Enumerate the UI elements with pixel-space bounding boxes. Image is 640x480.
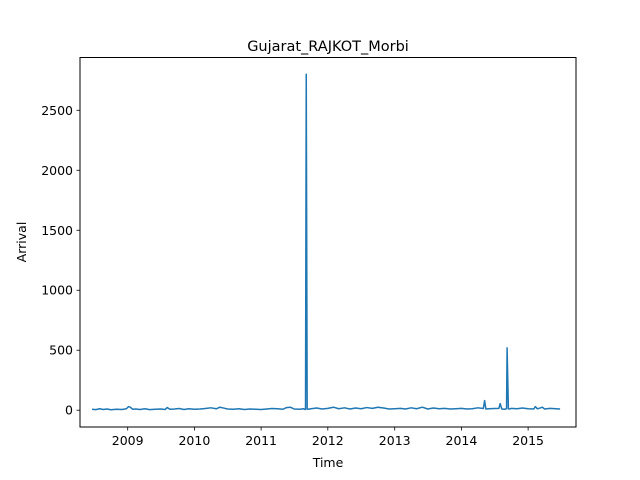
x-axis-label: Time [312, 455, 344, 470]
plot-frame [79, 57, 577, 428]
chart-title: Gujarat_RAJKOT_Morbi [247, 39, 409, 55]
y-tick-label: 2500 [41, 103, 73, 118]
x-tick-label: 2014 [446, 433, 478, 448]
x-tick-label: 2013 [379, 433, 411, 448]
x-tick-label: 2015 [512, 433, 544, 448]
y-tick-label: 0 [65, 403, 73, 418]
x-tick-label: 2010 [178, 433, 210, 448]
x-tick-label: 2012 [312, 433, 344, 448]
x-tick-label: 2009 [112, 433, 144, 448]
y-tick-label: 1000 [41, 283, 73, 298]
y-axis-label: Arrival [14, 222, 29, 263]
y-tick-label: 2000 [41, 163, 73, 178]
x-axis: 2009 2010 2011 2012 2013 2014 2015 [112, 427, 544, 448]
y-axis: 0 500 1000 1500 2000 2500 [41, 103, 80, 418]
plot-area [91, 73, 561, 411]
y-tick-label: 500 [49, 343, 73, 358]
series-line-0 [91, 73, 561, 411]
y-tick-label: 1500 [41, 223, 73, 238]
x-tick-label: 2011 [245, 433, 277, 448]
